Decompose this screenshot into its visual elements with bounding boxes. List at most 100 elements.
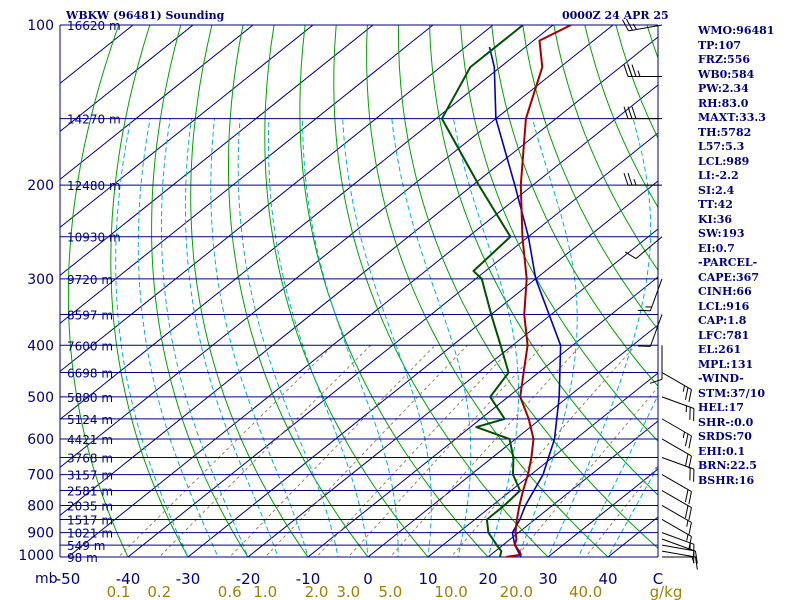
height-label: 549 m (67, 539, 105, 553)
moist-adiabat-line (210, 118, 309, 557)
stat-item: LFC:781 (698, 328, 750, 342)
stat-item: HEL:17 (698, 401, 744, 414)
wind-barb (623, 64, 662, 78)
isotherm-line (60, 25, 374, 277)
stats-list: WMO:96481 TP:107 FRZ:556 WB0:584 PW:2.34 RH:8… (698, 24, 774, 488)
dry-adiabat-line (460, 25, 658, 442)
height-label: 8597 m (67, 308, 113, 322)
wind-barb (623, 172, 662, 186)
stat-item: EI:0.7 (698, 241, 735, 255)
stat-item: LCL:989 (698, 154, 750, 168)
wind-barb (661, 550, 698, 570)
isotherm-line (60, 25, 554, 421)
pressure-tick-label: 400 (27, 338, 54, 354)
stat-item: WB0:584 (698, 67, 755, 81)
mixing-ratio-label: 2.0 (305, 583, 329, 600)
pressure-tick-label: 900 (27, 526, 54, 542)
mixing-ratio-label: 10.0 (434, 583, 467, 600)
pressure-tick-label: 100 (27, 18, 54, 34)
wind-barb (622, 18, 663, 32)
stat-item: EL:261 (698, 343, 742, 356)
stat-item: BSHR:16 (698, 473, 755, 487)
height-label: 5880 m (67, 391, 113, 405)
mixing-ratio-line (585, 464, 658, 557)
height-label: 2035 m (67, 499, 113, 513)
dry-adiabat-line (190, 25, 309, 557)
height-label: 6698 m (67, 367, 113, 381)
moist-adiabat-line (160, 118, 249, 557)
stat-item: L57:5.3 (698, 140, 745, 153)
temperature-tick-label: -50 (56, 570, 81, 588)
sounding-time: 0000Z 24 APR 25 (562, 9, 669, 22)
mixing-ratio-label: 0.1 (107, 583, 131, 600)
temperature-trace (505, 25, 572, 557)
station-title: WBKW (96481) Sounding (66, 9, 225, 22)
temperature-tick-label: -20 (236, 570, 261, 588)
mixing-ratio-line (117, 344, 334, 557)
height-label: 98 m (67, 551, 98, 565)
height-label: 16620 m (67, 19, 121, 33)
isotherm-line (547, 468, 658, 557)
mixing-ratio-line (264, 344, 468, 557)
mixing-ratio-label: 0.2 (147, 583, 171, 600)
height-label: 4421 m (67, 433, 113, 447)
stat-item: RH:83.0 (698, 96, 749, 110)
moist-adiabat-line (115, 118, 189, 557)
height-label: 2581 m (67, 485, 113, 499)
mixing-ratio-line (389, 344, 582, 557)
height-label: 3768 m (67, 451, 113, 465)
isobar-lines (60, 24, 658, 558)
dry-adiabat-line (299, 25, 489, 557)
mixing-ratio-line (315, 344, 515, 557)
mixing-ratio-line (515, 386, 658, 557)
temperature-tick-label: 30 (538, 570, 557, 588)
mixing-ratio-unit-label: g/kg (650, 583, 683, 600)
dry-adiabat-line (771, 25, 800, 568)
stat-item: SRDS:70 (698, 430, 752, 443)
isotherm-line (487, 420, 658, 557)
pressure-tick-label: 300 (27, 272, 54, 288)
temperature-tick-label: -10 (296, 570, 321, 588)
temperature-unit-label: C (653, 570, 663, 588)
moist-adiabat-line (267, 118, 369, 557)
wind-barb (661, 505, 692, 535)
mixing-ratio-label: 0.6 (218, 583, 242, 600)
mixing-ratio-label: 20.0 (500, 583, 533, 600)
stat-item: TP:107 (698, 38, 742, 52)
wind-barb (637, 278, 663, 312)
height-label: 7600 m (67, 339, 113, 353)
height-label: 5124 m (67, 413, 113, 427)
dry-adiabat-line (553, 25, 658, 272)
dry-adiabat-line (366, 25, 609, 557)
stat-item: SI:2.4 (698, 183, 735, 197)
pressure-tick-label: 600 (27, 432, 54, 448)
stat-item: LI:-2.2 (698, 169, 739, 182)
isotherm-line (60, 25, 194, 133)
pressure-tick-label: 500 (27, 390, 54, 406)
dry-adiabat-line (110, 25, 189, 557)
isotherm-line (60, 25, 494, 373)
pressure-tick-label: 700 (27, 468, 54, 484)
wind-barb (661, 457, 695, 482)
moist-adiabat-line (137, 118, 219, 557)
isotherm-line (247, 228, 658, 557)
stat-item: MPL:131 (698, 357, 754, 371)
temperature-tick-label: 40 (598, 570, 617, 588)
stat-item: WMO:96481 (698, 24, 775, 37)
wind-barb (637, 314, 663, 347)
wind-barb (623, 106, 662, 120)
wind-barb (661, 396, 695, 422)
sounding-profiles (440, 25, 572, 557)
stat-item: TT:42 (698, 198, 733, 211)
isotherm-line (367, 324, 658, 557)
isotherm-line (307, 276, 658, 557)
wind-barb (661, 438, 692, 469)
height-label: 10930 m (67, 231, 121, 245)
wind-barb (662, 556, 696, 564)
height-label: 1021 m (67, 527, 113, 541)
mixing-ratio-label: 40.0 (569, 583, 602, 600)
moist-adiabat-line (302, 118, 399, 557)
temperature-tick-label: -40 (116, 570, 141, 588)
dry-adiabat-line (151, 25, 249, 557)
mixing-ratio-label: 3.0 (336, 583, 360, 600)
